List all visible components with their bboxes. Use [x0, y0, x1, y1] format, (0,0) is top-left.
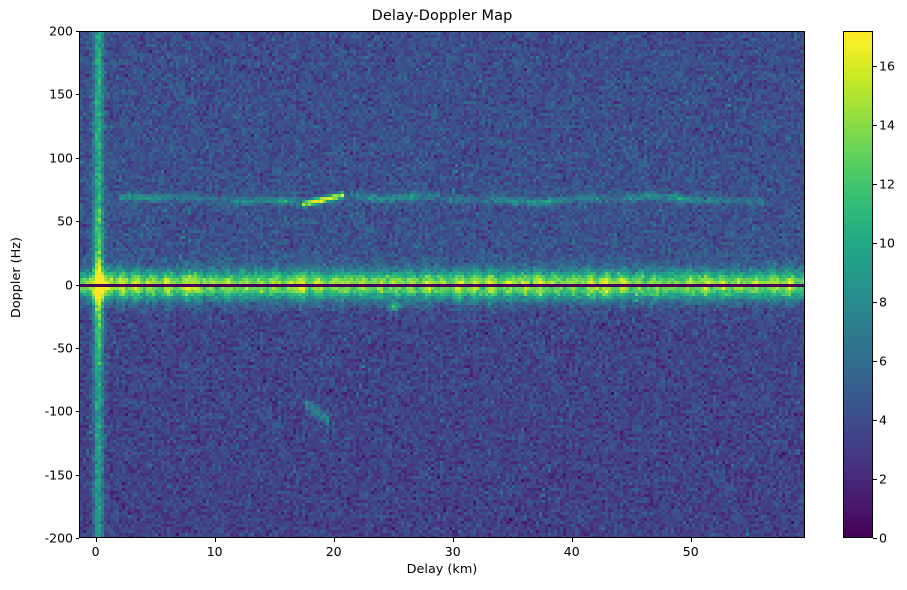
- y-tick-label: 50: [57, 213, 73, 229]
- heatmap-image: [80, 32, 804, 537]
- x-tick-label: 0: [91, 544, 100, 559]
- x-tick-label: 20: [325, 544, 342, 559]
- x-tick-mark: [95, 538, 97, 542]
- colorbar-tick-mark: [873, 361, 877, 363]
- y-tick-mark: [75, 538, 79, 539]
- colorbar-tick-mark: [873, 302, 877, 304]
- x-tick-mark: [214, 538, 216, 542]
- colorbar-tick-label: 12: [879, 176, 895, 192]
- colorbar-tick-label: 8: [879, 294, 887, 310]
- colorbar[interactable]: [843, 31, 873, 538]
- colorbar-tick-mark: [873, 125, 877, 127]
- y-tick-mark: [75, 347, 79, 349]
- x-tick-label: 10: [206, 544, 223, 559]
- y-tick-mark: [75, 474, 79, 476]
- colorbar-tick-label: 2: [879, 471, 887, 487]
- x-tick-label: 40: [563, 544, 580, 559]
- y-tick-mark: [75, 284, 79, 286]
- x-axis-label: Delay (km): [406, 562, 478, 577]
- y-tick-label: -100: [44, 403, 73, 419]
- colorbar-tick-mark: [873, 479, 877, 481]
- y-tick-mark: [75, 411, 79, 413]
- y-tick-label: 100: [49, 150, 73, 166]
- y-tick-mark: [75, 94, 79, 96]
- colorbar-tick-mark: [873, 538, 877, 539]
- colorbar-tick-label: 16: [879, 58, 895, 74]
- x-tick-label: 30: [444, 544, 461, 559]
- x-tick-mark: [571, 538, 573, 542]
- y-tick-mark: [75, 157, 79, 159]
- y-tick-label: -50: [52, 340, 73, 356]
- y-tick-label: 200: [49, 23, 73, 39]
- y-axis-label: Doppler (Hz): [9, 237, 24, 319]
- y-tick-mark: [75, 31, 79, 32]
- colorbar-tick-mark: [873, 243, 877, 245]
- x-tick-label: 50: [682, 544, 699, 559]
- y-tick-label: 0: [65, 277, 73, 292]
- delay-doppler-heatmap-axes[interactable]: [79, 31, 805, 538]
- colorbar-tick-label: 10: [879, 235, 895, 251]
- colorbar-tick-mark: [873, 66, 877, 68]
- colorbar-tick-mark: [873, 420, 877, 422]
- colorbar-tick-label: 0: [879, 530, 887, 546]
- y-tick-mark: [75, 221, 79, 223]
- y-tick-label: 150: [49, 86, 73, 102]
- x-tick-mark: [690, 538, 692, 542]
- colorbar-gradient: [844, 32, 872, 537]
- page-title: Delay-Doppler Map: [371, 8, 513, 24]
- x-tick-mark: [452, 538, 454, 542]
- colorbar-tick-mark: [873, 184, 877, 186]
- colorbar-tick-label: 14: [879, 117, 895, 133]
- y-tick-label: -200: [44, 530, 73, 546]
- y-tick-label: -150: [44, 467, 73, 483]
- x-tick-mark: [333, 538, 335, 542]
- colorbar-tick-label: 4: [879, 412, 887, 428]
- colorbar-tick-label: 6: [879, 353, 887, 369]
